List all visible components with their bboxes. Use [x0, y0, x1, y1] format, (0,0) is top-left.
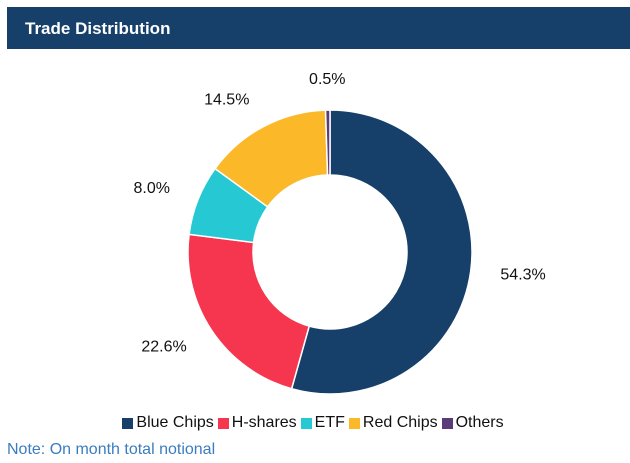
data-label: 14.5%	[204, 91, 249, 108]
legend-label: ETF	[314, 414, 345, 431]
donut-slice	[290, 109, 473, 395]
legend-item: H-shares	[217, 414, 297, 432]
chart-title: Trade Distribution	[25, 19, 171, 38]
donut-slice	[187, 233, 311, 390]
data-label: 22.6%	[141, 338, 186, 355]
data-label: 54.3%	[500, 267, 545, 284]
legend-swatch	[300, 417, 312, 429]
data-label: 0.5%	[309, 71, 345, 88]
legend-label: Blue Chips	[136, 414, 214, 431]
header-bar: Trade Distribution	[7, 7, 630, 49]
legend-swatch	[441, 417, 453, 429]
donut-slice	[324, 109, 331, 176]
legend-label: H-shares	[231, 414, 297, 431]
legend-item: Red Chips	[348, 414, 438, 432]
data-label: 8.0%	[134, 180, 170, 197]
note: Note: On month total notional	[7, 441, 216, 458]
legend-label: Others	[455, 414, 504, 431]
legend-swatch	[217, 417, 229, 429]
legend-item: ETF	[300, 414, 345, 432]
chart: 54.3% 22.6% 8.0% 14.5% 0.5%	[134, 71, 546, 395]
legend-item: Blue Chips	[122, 414, 214, 432]
legend-swatch	[122, 417, 134, 429]
legend: Blue Chips H-shares ETF Red Chips Others	[0, 414, 630, 432]
legend-swatch	[348, 417, 360, 429]
legend-label: Red Chips	[362, 414, 438, 431]
legend-item: Others	[441, 414, 504, 432]
